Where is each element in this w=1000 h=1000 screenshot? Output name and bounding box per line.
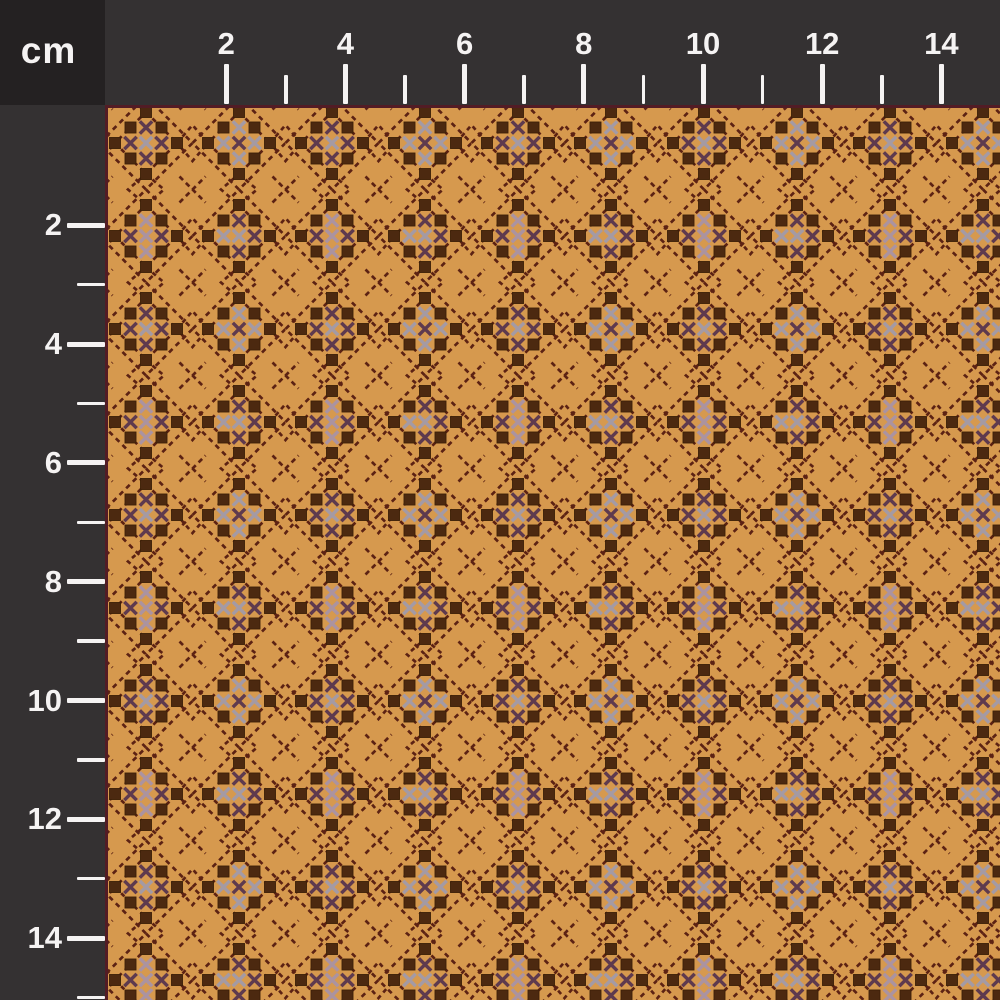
top-tick-label-8: 8 [575,26,593,61]
fabric-pattern-fill [108,108,1000,1000]
fabric-pattern-svg [108,108,1000,1000]
top-tick-label-2: 2 [217,26,235,61]
left-tick-4 [67,341,105,347]
left-tick-label-12: 12 [27,801,62,837]
left-minor-tick-13 [77,876,105,881]
top-tick-4 [342,64,348,104]
top-tick-10 [700,64,706,104]
left-tick-label-8: 8 [44,563,62,599]
left-tick-8 [67,579,105,585]
left-tick-label-6: 6 [44,444,62,480]
top-minor-tick-13 [880,75,884,104]
top-tick-label-10: 10 [685,26,721,61]
top-tick-12 [819,64,825,104]
top-minor-tick-5 [403,75,407,104]
top-tick-label-6: 6 [455,26,474,61]
left-minor-tick-15 [77,995,105,1000]
top-tick-label-4: 4 [336,26,355,61]
top-tick-14 [938,64,944,104]
left-minor-tick-7 [77,520,105,525]
fabric-swatch [105,105,1000,1000]
unit-label: cm [20,29,77,71]
left-minor-tick-5 [77,401,105,406]
left-tick-label-14: 14 [27,920,62,956]
left-tick-label-4: 4 [44,326,62,362]
top-tick-2 [223,64,229,104]
corner-unit-box: cm [0,0,105,105]
top-tick-label-12: 12 [804,26,840,61]
left-minor-tick-11 [77,758,105,762]
ruler-left: 2 4 6 8 10 12 14 [0,105,105,1000]
top-tick-8 [581,64,587,104]
top-minor-tick-3 [284,75,288,104]
top-minor-tick-11 [760,75,765,104]
left-tick-2 [67,222,105,228]
top-minor-tick-9 [641,75,646,104]
top-minor-tick-7 [522,75,526,104]
left-tick-14 [67,935,105,941]
top-tick-label-14: 14 [924,26,959,61]
left-minor-tick-3 [77,282,105,287]
left-tick-label-10: 10 [27,682,62,718]
left-tick-6 [67,460,105,466]
top-tick-6 [462,64,468,104]
ruler-top: 2 4 6 8 10 12 14 [105,0,1000,105]
left-tick-label-2: 2 [44,207,62,243]
left-minor-tick-9 [77,639,105,643]
left-tick-12 [67,816,105,822]
left-tick-10 [67,698,105,703]
